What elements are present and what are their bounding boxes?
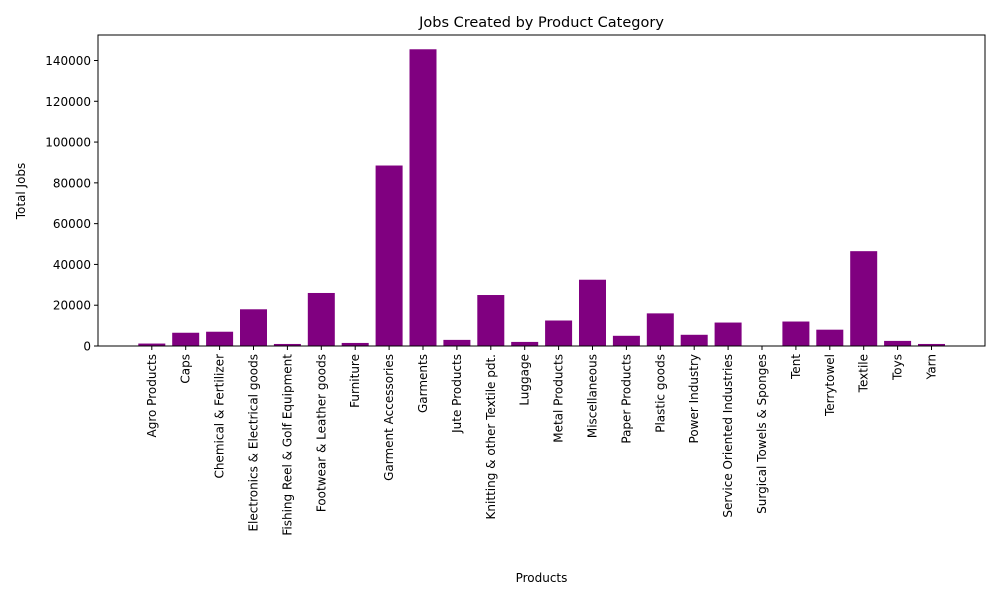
x-tick-label: Knitting & other Textile pdt. [484, 354, 498, 519]
y-tick-label: 60000 [53, 217, 91, 231]
x-tick-label: Yarn [925, 354, 939, 380]
y-axis-ticks: 0 20000 40000 60000 80000 100000 120000 140000 [45, 54, 98, 354]
y-axis-label: Total Jobs [14, 163, 28, 221]
x-tick-label: Furniture [348, 354, 362, 408]
x-tick-label: Chemical & Fertilizer [213, 354, 227, 479]
bar-knitting-other-textile-pdt [477, 295, 505, 346]
x-tick-label: Surgical Towels & Sponges [755, 354, 769, 514]
bar-caps [172, 332, 200, 346]
y-tick-label: 40000 [53, 258, 91, 272]
bar-miscellaneous [579, 279, 606, 346]
bars-group [138, 49, 945, 346]
bar-fishing-reel-golf-equipment [273, 343, 301, 346]
x-tick-label: Fishing Reel & Golf Equipment [280, 354, 294, 536]
chart-title: Jobs Created by Product Category [418, 15, 664, 31]
bar-textile [850, 251, 878, 346]
bar-yarn [918, 343, 945, 346]
bar-agro-products [138, 343, 166, 346]
x-tick-label: Miscellaneous [586, 354, 600, 438]
bar-toys [884, 340, 912, 346]
bar-jute-products [443, 339, 471, 346]
x-tick-label: Agro Products [145, 354, 159, 437]
x-tick-label: Metal Products [552, 354, 566, 443]
x-tick-label: Paper Products [619, 354, 633, 444]
bar-electronics-electrical-goods [240, 309, 267, 346]
bar-tent [782, 321, 810, 346]
bar-garments [409, 49, 437, 346]
x-tick-label: Jute Products [450, 354, 464, 434]
y-tick-label: 100000 [45, 136, 91, 150]
bar-service-oriented-industries [714, 322, 742, 346]
x-axis-ticks: Agro Products Caps Chemical & Fertilizer El… [145, 346, 939, 536]
x-tick-label: Power Industry [687, 354, 701, 443]
bar-chemical-fertilizer [206, 331, 234, 346]
x-tick-label: Electronics & Electrical goods [247, 354, 261, 532]
bar-power-industry [680, 334, 708, 346]
bar-footwear-leather-goods [307, 292, 335, 346]
bar-garment-accessories [375, 165, 403, 346]
x-tick-label: Caps [179, 354, 193, 384]
y-tick-label: 80000 [53, 176, 91, 190]
x-tick-label: Garments [416, 354, 430, 413]
y-tick-label: 120000 [45, 95, 91, 109]
bar-plastic-goods [646, 313, 674, 346]
x-tick-label: Luggage [518, 354, 532, 406]
bar-paper-products [612, 335, 640, 346]
x-tick-label: Terrytowel [823, 354, 837, 417]
y-tick-label: 0 [83, 340, 91, 354]
x-axis-label: Products [516, 571, 568, 585]
x-tick-label: Garment Accessories [382, 354, 396, 481]
bar-terrytowel [816, 329, 844, 346]
x-tick-label: Footwear & Leather goods [314, 354, 328, 512]
x-tick-label: Plastic goods [653, 354, 667, 433]
bar-metal-products [545, 320, 573, 346]
y-tick-label: 20000 [53, 299, 91, 313]
x-tick-label: Textile [857, 354, 871, 393]
x-tick-label: Service Oriented Industries [721, 354, 735, 518]
x-tick-label: Tent [789, 354, 803, 380]
x-tick-label: Toys [891, 354, 905, 381]
bar-luggage [511, 341, 539, 346]
plot-frame [97, 34, 986, 347]
bar-furniture [341, 342, 369, 346]
y-tick-label: 140000 [45, 54, 91, 68]
